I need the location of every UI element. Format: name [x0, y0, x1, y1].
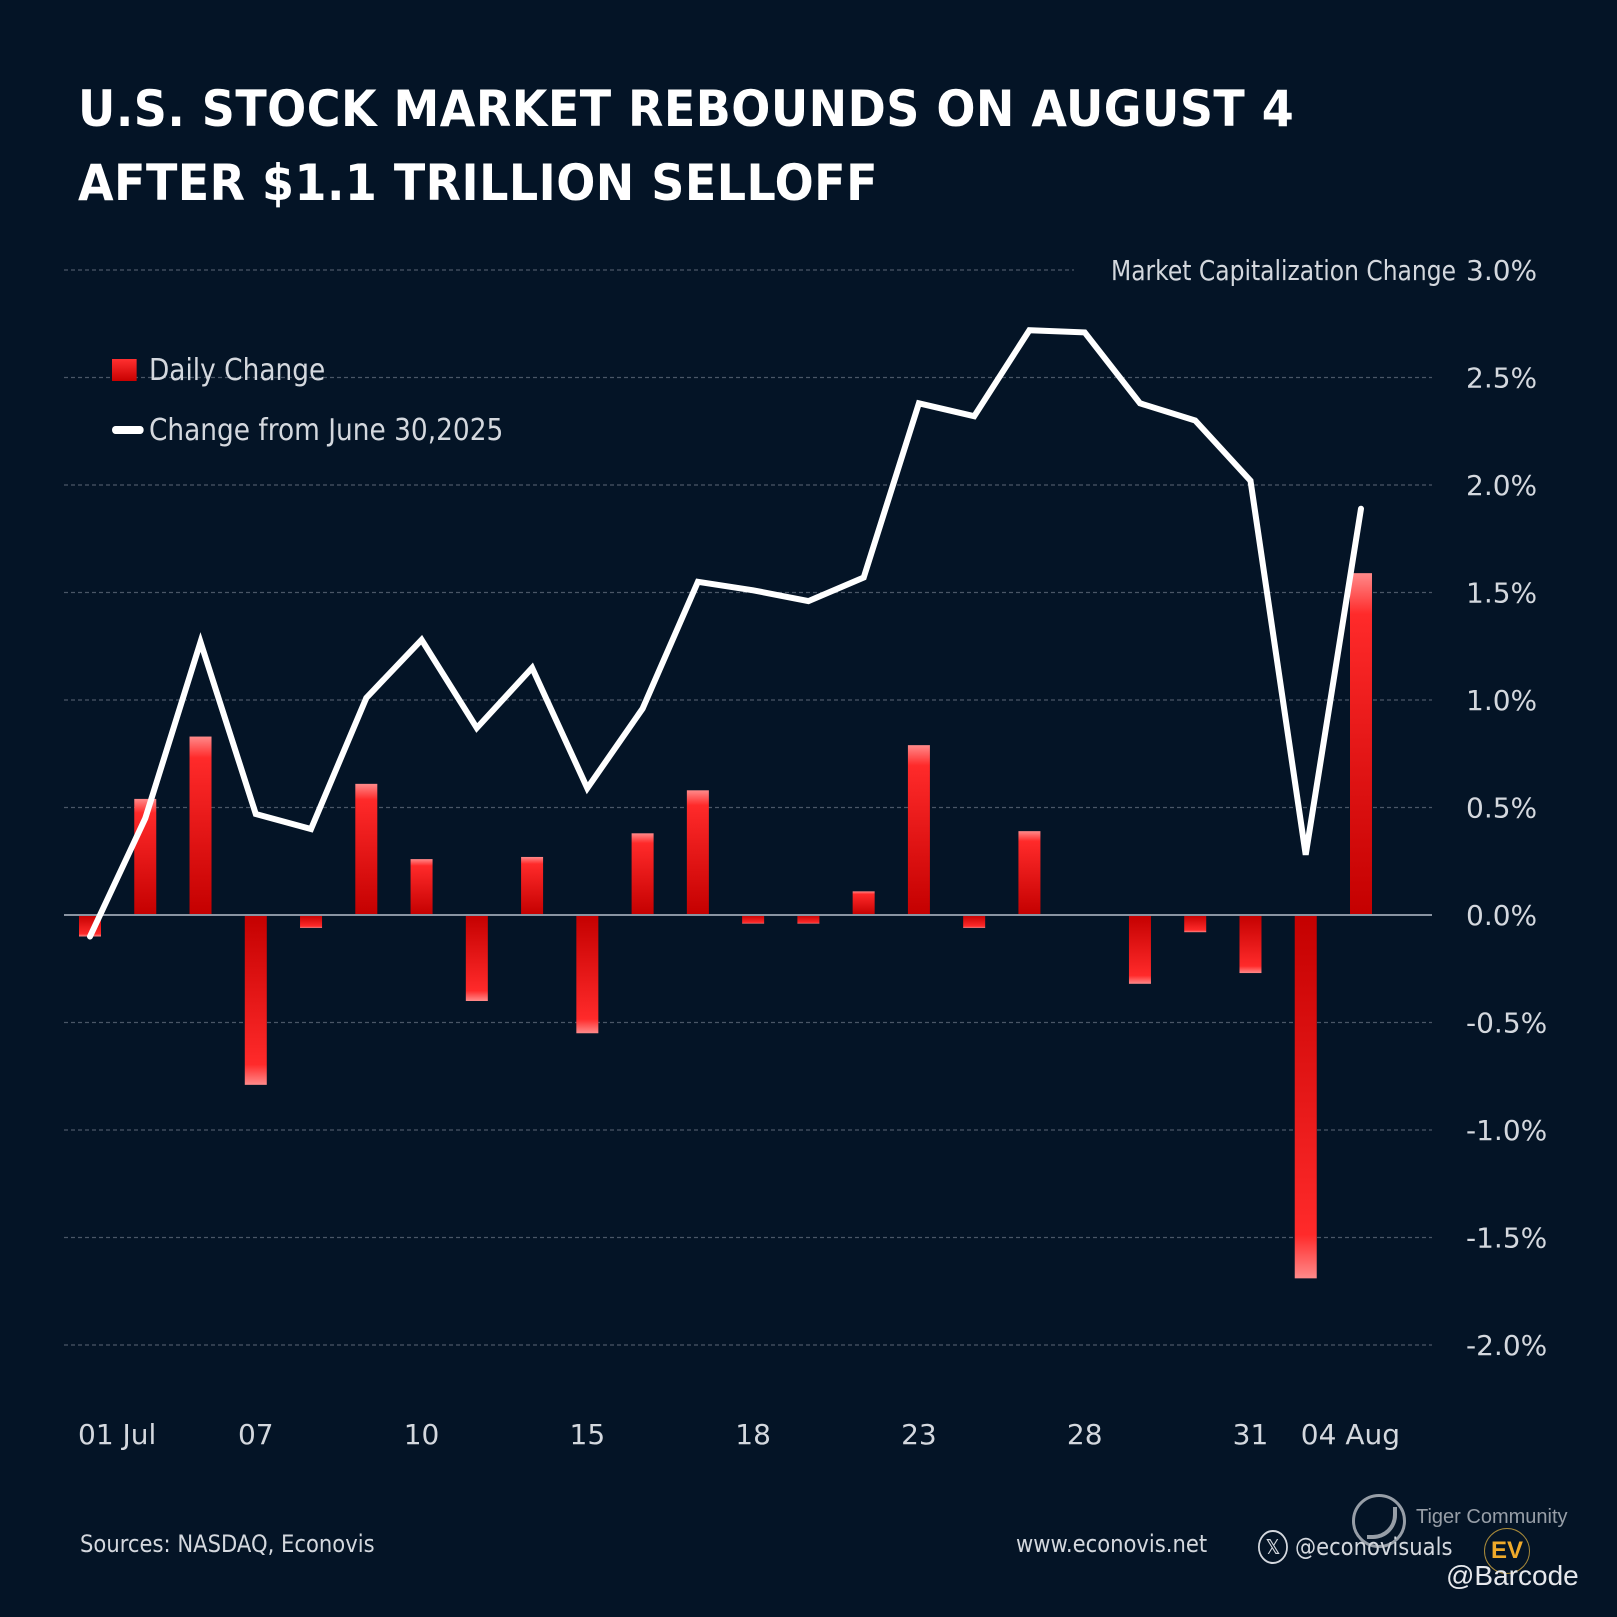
- daily-change-bar: [963, 915, 986, 928]
- legend: Daily Change Change from June 30,2025: [112, 340, 557, 460]
- website-link[interactable]: www.econovis.net: [1016, 1530, 1208, 1558]
- daily-change-bar: [907, 745, 930, 915]
- x-logo-icon: 𝕏: [1258, 1530, 1288, 1564]
- daily-change-bar: [355, 783, 378, 915]
- gridlines: [64, 269, 1432, 1346]
- y-tick-label: 3.0%: [1466, 254, 1537, 287]
- daily-change-bar: [852, 891, 875, 915]
- x-tick-label: 01 Jul: [78, 1418, 156, 1451]
- x-tick-label: 31: [1233, 1418, 1269, 1451]
- y-tick-label: 1.5%: [1466, 577, 1537, 610]
- daily-change-bar: [410, 859, 433, 915]
- x-tick-label: 23: [901, 1418, 937, 1451]
- tiger-community-text: Tiger Community: [1416, 1505, 1568, 1528]
- y-tick-label: -1.5%: [1466, 1222, 1547, 1255]
- tiger-logo-icon: [1352, 1494, 1406, 1548]
- daily-change-bar: [300, 915, 323, 928]
- legend-label-daily-change: Daily Change: [148, 352, 326, 388]
- daily-change-bar: [189, 736, 212, 915]
- x-tick-label: 28: [1067, 1418, 1103, 1451]
- daily-change-bar: [1239, 915, 1262, 974]
- legend-item-cumulative: Change from June 30,2025: [112, 400, 503, 460]
- watermark-handle: @Barcode: [1446, 1560, 1579, 1591]
- x-tick-label: 18: [735, 1418, 771, 1451]
- y-tick-label: 2.5%: [1466, 362, 1537, 395]
- tiger-community-watermark: Tiger Community: [1352, 1494, 1568, 1548]
- daily-change-bar: [244, 915, 267, 1085]
- daily-change-bar: [465, 915, 488, 1001]
- y-tick-label: -1.0%: [1466, 1114, 1547, 1147]
- bar-swatch-icon: [112, 359, 137, 381]
- sources-text: Sources: NASDAQ, Econovis: [80, 1530, 375, 1558]
- title-line-2: AFTER $1.1 TRILLION SELLOFF: [78, 154, 878, 212]
- daily-change-bar: [742, 915, 765, 924]
- x-axis-ticks: 01 Jul 07 10 15 18 23 28 31 04 Aug: [78, 1418, 1400, 1451]
- y-tick-label: -2.0%: [1466, 1329, 1547, 1362]
- daily-change-bar: [1128, 915, 1151, 984]
- cumulative-change-line-group: [87, 327, 1364, 940]
- y-tick-label: 0.5%: [1466, 792, 1537, 825]
- x-tick-label: 04 Aug: [1301, 1418, 1400, 1451]
- daily-change-bar: [521, 856, 544, 915]
- line-swatch-icon: [112, 426, 144, 434]
- y-axis-ticks: 3.0% 2.5% 2.0% 1.5% 1.0% 0.5% 0.0% -0.5% -1.0% -1…: [1466, 254, 1547, 1362]
- y-tick-label: -0.5%: [1466, 1007, 1547, 1040]
- cumulative-change-line: [87, 327, 1364, 940]
- x-tick-label: 15: [570, 1418, 606, 1451]
- title-line-1: U.S. STOCK MARKET REBOUNDS ON AUGUST 4: [78, 80, 1295, 138]
- y-tick-label: 1.0%: [1466, 684, 1537, 717]
- legend-item-daily-change: Daily Change: [112, 340, 503, 400]
- x-tick-label: 07: [238, 1418, 274, 1451]
- daily-change-bar: [686, 790, 709, 915]
- daily-change-bar: [1018, 831, 1041, 915]
- daily-change-bar: [1184, 915, 1207, 933]
- daily-change-bars: [79, 573, 1372, 1279]
- y-axis-title: Market Capitalization Change: [1111, 254, 1456, 287]
- y-tick-label: 0.0%: [1466, 899, 1537, 932]
- daily-change-bar: [797, 915, 820, 924]
- daily-change-bar: [1294, 915, 1317, 1279]
- chart-title: U.S. STOCK MARKET REBOUNDS ON AUGUST 4 A…: [78, 72, 1294, 220]
- y-tick-label: 2.0%: [1466, 469, 1537, 502]
- ev-logo-icon: EV: [1484, 1528, 1530, 1574]
- daily-change-bar: [1350, 573, 1372, 915]
- daily-change-bar: [576, 915, 599, 1034]
- x-tick-label: 10: [404, 1418, 440, 1451]
- daily-change-bar: [631, 833, 654, 915]
- legend-label-cumulative: Change from June 30,2025: [148, 412, 504, 448]
